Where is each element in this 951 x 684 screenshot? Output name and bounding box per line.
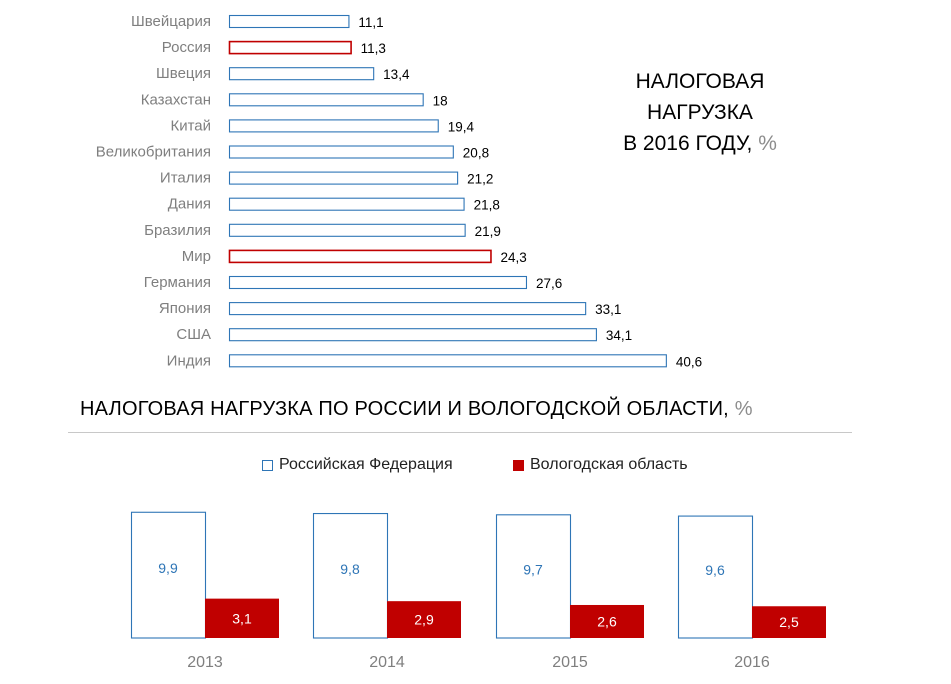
value-label: 40,6	[676, 354, 702, 369]
value-label: 20,8	[463, 146, 489, 161]
chart1-title: НАЛОГОВАЯ НАГРУЗКА В 2016 ГОДУ, %	[600, 66, 800, 159]
category-label: США	[176, 326, 211, 343]
chart1-title-line3: В 2016 ГОДУ,	[623, 132, 753, 155]
value-label: 13,4	[383, 67, 410, 82]
category-label: Россия	[162, 39, 211, 56]
chart2-title: НАЛОГОВАЯ НАГРУЗКА ПО РОССИИ И ВОЛОГОДСК…	[80, 398, 753, 421]
bar	[228, 302, 587, 316]
category-label: Великобритания	[96, 144, 211, 161]
bar	[228, 249, 492, 264]
value-label: 24,3	[500, 250, 526, 265]
category-label: Италия	[160, 170, 211, 187]
value-label-vologda: 2,6	[597, 613, 617, 629]
chart1-title-line1: НАЛОГОВАЯ	[635, 70, 765, 93]
bar	[228, 14, 350, 29]
bar	[228, 223, 466, 237]
category-label: Индия	[167, 352, 211, 369]
chart1-title-unit: %	[758, 132, 777, 155]
value-label-vologda: 2,5	[779, 614, 799, 630]
bar-rf	[312, 512, 389, 639]
value-label: 19,4	[448, 119, 475, 134]
legend-label-vo: Вологодская область	[530, 456, 688, 473]
value-label: 34,1	[606, 328, 632, 343]
chart2-title-unit: %	[734, 398, 753, 420]
value-label-vologda: 2,9	[414, 612, 434, 628]
category-label: Швеция	[156, 65, 211, 82]
category-label: Япония	[159, 300, 211, 317]
value-label-rf: 9,7	[523, 561, 543, 577]
value-label: 21,9	[475, 224, 501, 239]
bar-vologda	[387, 601, 461, 638]
bar	[228, 119, 439, 133]
value-label-rf: 9,8	[340, 561, 360, 577]
category-label: Китай	[170, 117, 211, 134]
divider	[68, 432, 852, 433]
country-tax-burden-chart: Швейцария 11,1 Россия 11,3 Швеция 13,4 Казахст…	[96, 13, 702, 369]
category-label: Дания	[168, 196, 211, 213]
value-label: 21,2	[467, 172, 493, 187]
category-label: Мир	[182, 248, 211, 265]
legend-swatch-rf	[262, 459, 273, 471]
category-label: Германия	[144, 274, 211, 291]
legend-item-rf: Российская Федерация	[262, 456, 453, 474]
bar-rf	[130, 511, 207, 639]
year-label: 2015	[552, 654, 588, 671]
value-label: 33,1	[595, 302, 621, 317]
value-label-rf: 9,6	[705, 562, 725, 578]
bar-rf	[495, 514, 572, 639]
bar-vologda	[570, 604, 644, 638]
value-label-rf: 9,9	[158, 560, 178, 576]
value-label: 11,3	[361, 41, 386, 56]
legend-item-vo: Вологодская область	[513, 456, 688, 474]
value-label: 27,6	[536, 276, 562, 291]
chart2-title-text: НАЛОГОВАЯ НАГРУЗКА ПО РОССИИ И ВОЛОГОДСК…	[80, 398, 729, 420]
bar	[228, 93, 424, 107]
bar	[228, 275, 528, 290]
year-label: 2014	[369, 654, 405, 671]
value-label: 21,8	[474, 198, 500, 213]
category-label: Казахстан	[141, 91, 211, 108]
bar	[228, 354, 667, 368]
value-label-vologda: 3,1	[232, 610, 252, 626]
legend-swatch-vo	[513, 459, 524, 471]
chart1-title-line2: НАГРУЗКА	[647, 101, 753, 124]
bar	[228, 197, 465, 211]
value-label: 11,1	[358, 15, 383, 30]
category-label: Бразилия	[144, 222, 211, 239]
bar-vologda	[205, 598, 279, 638]
russia-vologda-tax-chart: 9,9 3,1 2013 9,8 2,9 2014 9,7 2,6 2015 9,6 2,5 2016	[130, 511, 826, 671]
bar-rf	[677, 515, 754, 639]
bar	[228, 40, 352, 55]
bar	[228, 145, 454, 159]
value-label: 18	[433, 93, 448, 108]
year-label: 2016	[734, 654, 770, 671]
bar	[228, 171, 459, 185]
bar-vologda	[752, 606, 826, 638]
year-label: 2013	[187, 654, 223, 671]
bar	[228, 328, 597, 342]
legend-label-rf: Российская Федерация	[279, 456, 453, 473]
bar	[228, 67, 375, 81]
category-label: Швейцария	[131, 13, 211, 30]
